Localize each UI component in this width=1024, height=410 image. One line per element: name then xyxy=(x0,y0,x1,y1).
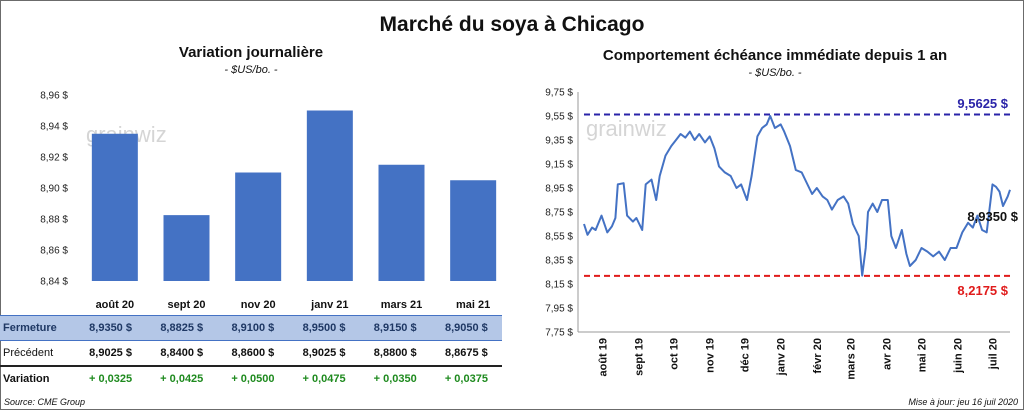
x-tick-label: mai 21 xyxy=(456,299,490,311)
variation-row-label: Variation xyxy=(3,373,50,385)
y-tick-label: 8,35 $ xyxy=(545,256,573,267)
right-chart-subtitle: - $US/bo. - xyxy=(748,67,802,79)
previous-cell: 8,8800 $ xyxy=(359,340,431,367)
previous-cell: 8,9025 $ xyxy=(75,340,147,367)
y-tick-label: 8,96 $ xyxy=(40,91,68,102)
x-tick-label: sept 19 xyxy=(634,338,646,376)
x-tick-label: janv 20 xyxy=(776,338,788,376)
x-tick-label: juil 20 xyxy=(988,338,1000,370)
y-tick-label: 9,75 $ xyxy=(545,88,573,99)
variation-cell: + 0,0350 xyxy=(373,373,417,385)
bar xyxy=(163,215,210,281)
x-tick-label: mai 20 xyxy=(917,338,929,372)
low-price-label: 8,2175 $ xyxy=(957,283,1008,298)
close-cell: 8,9050 $ xyxy=(430,315,502,341)
x-tick-label: mars 20 xyxy=(846,338,858,380)
bar xyxy=(235,172,282,281)
variation-cell: + 0,0500 xyxy=(231,373,275,385)
left-chart-subtitle: - $US/bo. - xyxy=(224,64,278,76)
last-price-label: 8,9350 $ xyxy=(967,209,1018,224)
previous-row-label: Précédent xyxy=(0,340,75,367)
x-tick-label: nov 20 xyxy=(241,299,276,311)
x-tick-label: avr 20 xyxy=(882,338,894,370)
y-tick-label: 8,75 $ xyxy=(545,208,573,219)
y-tick-label: 8,94 $ xyxy=(40,122,68,133)
close-cell: 8,9350 $ xyxy=(75,315,147,341)
x-tick-label: janv 21 xyxy=(310,299,348,311)
y-tick-label: 8,90 $ xyxy=(40,184,68,195)
x-tick-label: nov 19 xyxy=(705,338,717,373)
y-tick-label: 7,75 $ xyxy=(545,328,573,339)
bar xyxy=(378,164,425,281)
y-tick-label: 9,35 $ xyxy=(545,136,573,147)
y-tick-label: 8,95 $ xyxy=(545,184,573,195)
close-cell: 8,8825 $ xyxy=(146,315,218,341)
y-tick-label: 7,95 $ xyxy=(545,304,573,315)
table-row-variation: Variation + 0,0325 + 0,0425 + 0,0500 + 0… xyxy=(0,366,502,391)
previous-cell: 8,8400 $ xyxy=(146,340,218,367)
x-tick-label: août 20 xyxy=(96,299,135,311)
right-watermark: grainwiz xyxy=(586,116,667,141)
previous-cell: 8,8675 $ xyxy=(430,340,502,367)
high-price-label: 9,5625 $ xyxy=(957,96,1008,111)
y-tick-label: 8,84 $ xyxy=(40,277,68,288)
source-note: Source: CME Group xyxy=(4,397,86,407)
close-cell: 8,9500 $ xyxy=(288,315,360,341)
close-cell: 8,9100 $ xyxy=(217,315,289,341)
x-tick-label: mars 21 xyxy=(381,299,423,311)
y-tick-label: 8,88 $ xyxy=(40,215,68,226)
right-chart-title: Comportement échéance immédiate depuis 1… xyxy=(602,47,948,64)
left-chart-title: Variation journalière xyxy=(178,44,324,61)
x-tick-label: août 19 xyxy=(598,338,610,377)
bar xyxy=(450,180,497,281)
bar xyxy=(91,133,138,281)
close-cell: 8,9150 $ xyxy=(359,315,431,341)
y-tick-label: 8,92 $ xyxy=(40,153,68,164)
y-tick-label: 9,55 $ xyxy=(545,112,573,123)
y-tick-label: 9,15 $ xyxy=(545,160,573,171)
y-tick-label: 8,86 $ xyxy=(40,246,68,257)
prices-table: Fermeture 8,9350 $ 8,8825 $ 8,9100 $ 8,9… xyxy=(0,315,502,391)
x-tick-label: déc 19 xyxy=(740,338,752,372)
x-tick-label: févr 20 xyxy=(812,338,824,373)
variation-cell: + 0,0425 xyxy=(160,373,204,385)
y-tick-label: 8,15 $ xyxy=(545,280,573,291)
previous-cell: 8,9025 $ xyxy=(288,340,360,367)
bar xyxy=(306,110,353,281)
update-note: Mise à jour: jeu 16 juil 2020 xyxy=(908,397,1018,407)
previous-cell: 8,8600 $ xyxy=(217,340,289,367)
price-series-line xyxy=(583,115,1011,277)
y-tick-label: 8,55 $ xyxy=(545,232,573,243)
variation-cell: + 0,0325 xyxy=(89,373,133,385)
x-tick-label: juin 20 xyxy=(953,338,965,374)
x-tick-label: sept 20 xyxy=(168,299,206,311)
x-tick-label: oct 19 xyxy=(669,338,681,370)
variation-cell: + 0,0475 xyxy=(302,373,346,385)
table-row-previous: Précédent 8,9025 $ 8,8400 $ 8,8600 $ 8,9… xyxy=(0,340,502,367)
close-row-label: Fermeture xyxy=(0,315,75,341)
table-row-close: Fermeture 8,9350 $ 8,8825 $ 8,9100 $ 8,9… xyxy=(0,315,502,341)
variation-cell: + 0,0375 xyxy=(444,373,488,385)
page-title: Marché du soya à Chicago xyxy=(379,13,645,36)
